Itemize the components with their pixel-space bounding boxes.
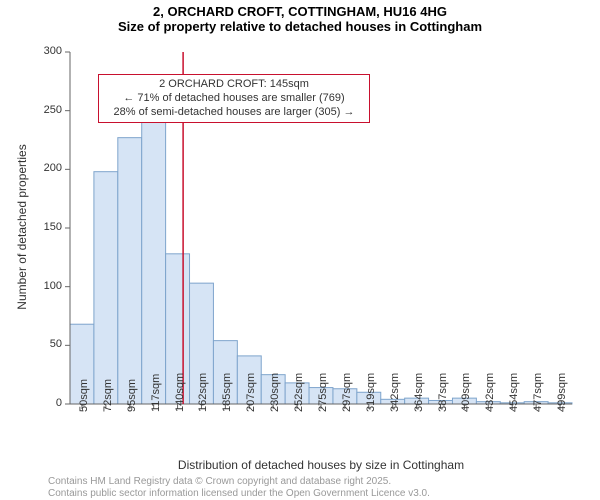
y-tick-label: 50 (32, 338, 62, 350)
chart-title: 2, ORCHARD CROFT, COTTINGHAM, HU16 4HG (0, 4, 600, 19)
annotation-line-1: 2 ORCHARD CROFT: 145sqm (105, 78, 363, 92)
x-tick-label: 275sqm (317, 373, 329, 412)
y-tick-label: 100 (32, 280, 62, 292)
chart-subtitle: Size of property relative to detached ho… (0, 19, 600, 34)
y-tick-label: 300 (32, 45, 62, 57)
x-tick-label: 95sqm (126, 379, 138, 412)
footer-line-1: Contains HM Land Registry data © Crown c… (48, 476, 430, 488)
x-tick-label: 162sqm (197, 373, 209, 412)
x-tick-label: 297sqm (341, 373, 353, 412)
x-tick-label: 409sqm (460, 373, 472, 412)
bar (118, 138, 142, 404)
bar (94, 172, 118, 404)
attribution-footer: Contains HM Land Registry data © Crown c… (48, 476, 430, 500)
y-tick-label: 250 (32, 104, 62, 116)
x-tick-label: 364sqm (413, 373, 425, 412)
x-tick-label: 319sqm (365, 373, 377, 412)
x-tick-label: 252sqm (293, 373, 305, 412)
x-tick-label: 50sqm (78, 379, 90, 412)
bar (142, 120, 166, 404)
footer-line-2: Contains public sector information licen… (48, 488, 430, 500)
x-axis-label: Distribution of detached houses by size … (70, 458, 572, 472)
x-tick-label: 140sqm (174, 373, 186, 412)
x-tick-label: 454sqm (508, 373, 520, 412)
x-tick-label: 117sqm (150, 374, 162, 412)
x-tick-label: 72sqm (102, 379, 114, 412)
annotation-callout-box: 2 ORCHARD CROFT: 145sqm ← 71% of detache… (98, 74, 370, 123)
x-tick-label: 499sqm (556, 373, 568, 412)
x-tick-label: 387sqm (437, 373, 449, 412)
annotation-line-3: 28% of semi-detached houses are larger (… (105, 106, 363, 120)
x-tick-label: 477sqm (532, 373, 544, 412)
x-tick-label: 342sqm (389, 373, 401, 412)
y-axis-label: Number of detached properties (15, 51, 29, 403)
y-tick-label: 150 (32, 221, 62, 233)
x-tick-label: 432sqm (484, 373, 496, 412)
y-tick-label: 200 (32, 162, 62, 174)
x-tick-label: 230sqm (269, 373, 281, 412)
annotation-line-2: ← 71% of detached houses are smaller (76… (105, 92, 363, 106)
y-tick-label: 0 (32, 397, 62, 409)
x-tick-label: 185sqm (221, 373, 233, 412)
x-tick-label: 207sqm (245, 373, 257, 412)
